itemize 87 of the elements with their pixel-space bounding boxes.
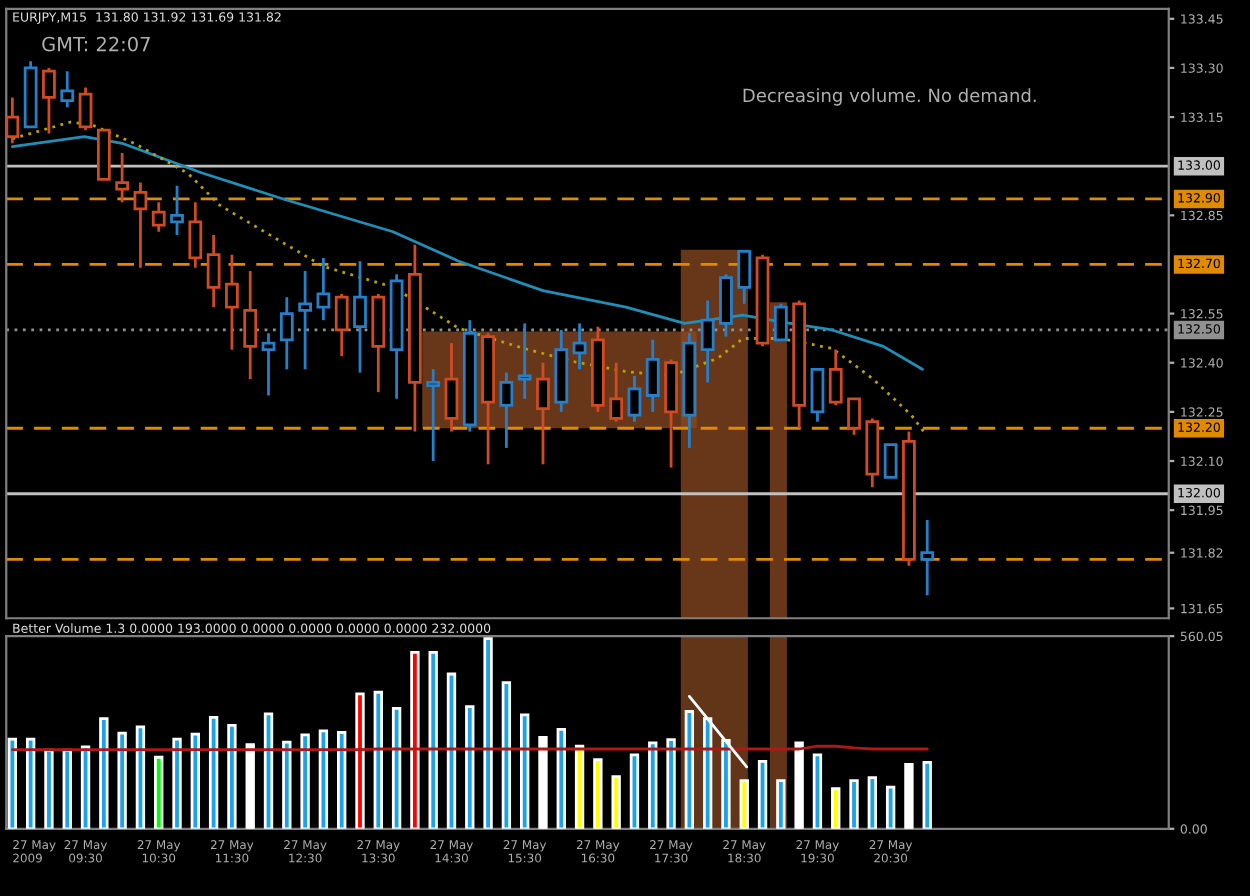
line-series: [10, 135, 924, 371]
bar: [465, 705, 475, 829]
candlestick: [499, 371, 514, 450]
candlestick: [627, 374, 642, 424]
annotation: Decreasing volume. No demand.: [743, 88, 1036, 106]
bar: [684, 710, 695, 829]
bar: [373, 690, 383, 829]
candlestick: [517, 322, 532, 401]
annotation: GMT: 22:07: [42, 36, 150, 52]
candlestick: [828, 348, 843, 407]
candlestick: [279, 295, 294, 371]
candlestick: [353, 259, 367, 374]
candlestick: [426, 367, 441, 463]
candlestick: [298, 269, 312, 371]
candlestick: [444, 341, 459, 433]
bar: [318, 729, 329, 829]
candlestick: [206, 233, 221, 309]
bar: [501, 681, 512, 829]
candlestick: [42, 66, 56, 135]
candlestick: [920, 518, 935, 597]
candlestick: [243, 269, 258, 381]
candlestick: [334, 292, 349, 358]
bar: [446, 672, 457, 829]
candlestick: [170, 184, 184, 237]
bar: [62, 748, 72, 829]
bar: [355, 692, 365, 829]
candlestick: [700, 299, 715, 384]
bar: [538, 735, 548, 829]
candlestick: [6, 96, 20, 145]
bar: [666, 738, 676, 829]
candlestick: [847, 397, 861, 437]
bar: [794, 741, 804, 829]
bar: [25, 737, 36, 829]
candlestick: [78, 86, 93, 132]
bar: [7, 737, 18, 829]
candlestick: [645, 338, 660, 414]
bar: [172, 737, 182, 829]
candlestick: [609, 361, 624, 424]
bar: [227, 723, 237, 829]
bar: [135, 725, 146, 829]
candlestick: [115, 151, 130, 204]
bar: [556, 728, 566, 829]
candlestick: [316, 256, 331, 322]
bar: [190, 732, 201, 829]
candlestick: [188, 200, 203, 270]
bar: [739, 779, 749, 829]
candlestick: [261, 331, 276, 397]
bar: [812, 753, 823, 829]
candlestick: [883, 443, 898, 479]
bar: [849, 779, 859, 829]
bar: [410, 650, 420, 829]
bar: [593, 758, 603, 829]
bar: [154, 755, 164, 829]
bar: [300, 733, 310, 829]
bar: [99, 717, 109, 829]
bar: [611, 775, 621, 829]
bar: [629, 753, 640, 829]
bar: [44, 748, 54, 829]
candlestick: [133, 181, 148, 270]
bar: [922, 761, 932, 829]
bar: [867, 776, 878, 829]
candlestick: [719, 272, 733, 338]
bar: [885, 785, 896, 829]
bar: [428, 650, 438, 829]
bar: [80, 745, 91, 829]
candlestick: [536, 361, 550, 466]
candlestick: [773, 302, 788, 342]
bar: [776, 779, 786, 829]
bar: [337, 731, 347, 829]
bar: [904, 763, 914, 829]
bar: [245, 743, 255, 829]
bar: [831, 787, 841, 829]
bar: [391, 707, 402, 829]
bar: [263, 712, 274, 829]
bar: [282, 740, 292, 829]
candlestick: [60, 69, 75, 109]
candlestick: [151, 200, 166, 234]
candlestick: [737, 249, 752, 306]
bar: [117, 731, 127, 829]
bar: [520, 713, 530, 829]
bar: [574, 744, 585, 829]
candlestick: [572, 322, 587, 371]
candlestick: [810, 367, 825, 424]
bar: [648, 741, 658, 829]
bar: [208, 715, 219, 829]
bar: [483, 637, 493, 829]
candlestick: [225, 253, 239, 352]
